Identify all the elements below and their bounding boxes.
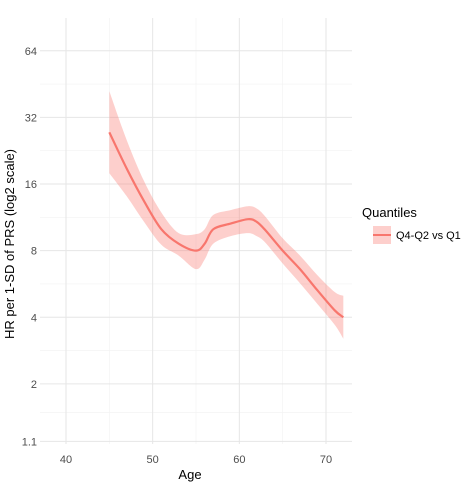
legend-title: Quantiles xyxy=(362,205,417,220)
confidence-ribbon-layer xyxy=(109,91,344,339)
y-axis-title: HR per 1-SD of PRS (log2 scale) xyxy=(2,149,17,339)
y-tick-labels: 1.1 2 4 8 16 32 64 xyxy=(22,46,37,449)
x-tick-label: 50 xyxy=(147,454,159,466)
confidence-ribbon xyxy=(109,91,344,339)
x-tick-label: 70 xyxy=(320,454,332,466)
x-axis-title: Age xyxy=(178,467,201,482)
x-tick-labels: 40 50 60 70 xyxy=(60,454,332,466)
y-tick-label: 2 xyxy=(31,379,37,391)
y-tick-label: 8 xyxy=(31,246,37,258)
series-line-layer xyxy=(108,131,345,319)
x-tick-label: 60 xyxy=(233,454,245,466)
y-tick-label: 1.1 xyxy=(22,436,37,448)
series-line xyxy=(108,131,345,319)
y-tick-label: 16 xyxy=(25,179,37,191)
x-tick-label: 40 xyxy=(60,454,72,466)
y-tick-label: 64 xyxy=(25,46,37,58)
y-tick-label: 32 xyxy=(25,112,37,124)
legend: Quantiles Q4-Q2 vs Q1 xyxy=(362,205,461,244)
legend-entry-label: Q4-Q2 vs Q1 xyxy=(396,230,461,242)
y-tick-label: 4 xyxy=(31,312,37,324)
